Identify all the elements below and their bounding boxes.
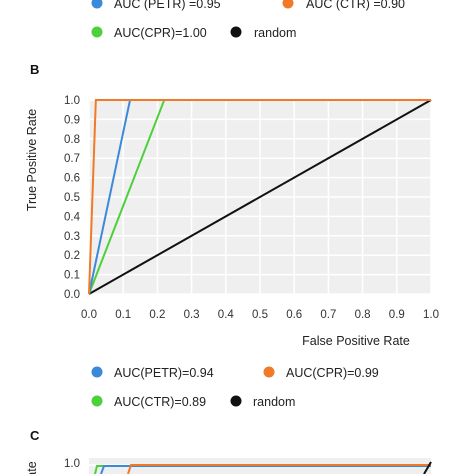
legend-label-random-a: random <box>254 26 296 40</box>
x-tick-label: 0.4 <box>218 309 235 321</box>
y-tick-label: 0.5 <box>64 192 80 204</box>
legend-marker-auc-ctr-0-89 <box>92 396 103 407</box>
y-tick-label: 0.8 <box>64 134 80 146</box>
panel-label-b: B <box>30 62 39 77</box>
legend-marker-petr-a <box>92 0 103 9</box>
legend-marker-random-a <box>231 27 242 38</box>
panel-label-c: C <box>30 428 40 443</box>
x-tick-label: 1.0 <box>423 309 439 321</box>
y-tick-label: 0.1 <box>64 270 80 282</box>
x-tick-label: 0.9 <box>389 309 405 321</box>
x-axis-title: False Positive Rate <box>302 334 410 348</box>
x-tick-label: 0.3 <box>184 309 200 321</box>
y-tick-label: 1.0 <box>64 95 80 107</box>
x-tick-label: 0.8 <box>355 309 371 321</box>
panel-a-legend: AUC (PETR) =0.95 AUC (CTR) =0.90 AUC(CPR… <box>92 0 406 40</box>
x-tick-label: 0.1 <box>115 309 131 321</box>
panel-c-y-axis-title-fragment: ate <box>25 461 39 474</box>
y-tick-label: 0.6 <box>64 173 80 185</box>
panel-b-chart: 0.0 0.1 0.2 0.3 0.4 0.5 0.6 0.7 0.8 0.9 1.0 0.0 0.1… <box>25 95 439 348</box>
y-tick-label: 0.4 <box>64 211 81 223</box>
panel-c-chart: ate 1.0 <box>25 458 431 474</box>
legend-label-ctr-a: AUC (CTR) =0.90 <box>306 0 405 11</box>
y-tick-label: 0.7 <box>64 153 80 165</box>
x-tick-label: 0.0 <box>81 309 97 321</box>
x-tick-label: 0.2 <box>149 309 165 321</box>
legend-marker-auc-petr-0-94 <box>92 367 103 378</box>
x-tick-labels: 0.0 0.1 0.2 0.3 0.4 0.5 0.6 0.7 0.8 0.9 1.0 <box>81 309 439 321</box>
y-tick-label: 0.9 <box>64 114 80 126</box>
legend-label-cpr-a: AUC(CPR)=1.00 <box>114 26 207 40</box>
x-tick-label: 0.5 <box>252 309 268 321</box>
y-tick-label: 0.3 <box>64 231 80 243</box>
x-tick-label: 0.7 <box>320 309 336 321</box>
legend-marker-random <box>231 396 242 407</box>
y-axis-title: True Positive Rate <box>25 109 39 211</box>
legend-label-auc-petr-0-94: AUC(PETR)=0.94 <box>114 366 214 380</box>
legend-label-petr-a: AUC (PETR) =0.95 <box>114 0 221 11</box>
legend-marker-ctr-a <box>283 0 294 9</box>
legend-marker-cpr-a <box>92 27 103 38</box>
x-tick-label: 0.6 <box>286 309 302 321</box>
y-tick-label: 0.2 <box>64 250 80 262</box>
y-tick-label: 0.0 <box>64 289 80 301</box>
panel-c-y-tick: 1.0 <box>64 458 80 470</box>
y-tick-labels: 0.0 0.1 0.2 0.3 0.4 0.5 0.6 0.7 0.8 0.9 1.0 <box>64 95 81 301</box>
panel-b-legend: AUC(PETR)=0.94 AUC(CPR)=0.99 AUC(CTR)=0.89… <box>92 366 379 409</box>
legend-label-auc-ctr-0-89: AUC(CTR)=0.89 <box>114 395 206 409</box>
legend-marker-auc-cpr-0-99 <box>264 367 275 378</box>
legend-label-auc-cpr-0-99: AUC(CPR)=0.99 <box>286 366 379 380</box>
legend-label-random: random <box>253 395 295 409</box>
